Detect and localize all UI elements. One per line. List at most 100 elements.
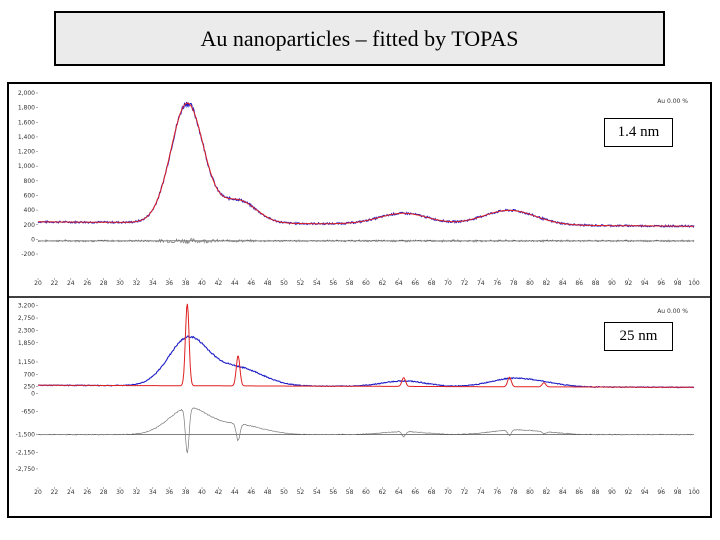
x-tick-label: 68: [428, 280, 436, 287]
x-tick-label: 64: [395, 489, 403, 496]
x-tick-label: 48: [264, 489, 272, 496]
x-tick-label: 90: [608, 489, 616, 496]
x-tick-label: 92: [625, 280, 633, 287]
x-tick-label: 40: [198, 489, 206, 496]
x-tick-label: 52: [297, 280, 305, 287]
legend-entry: Au 0.00 %: [657, 98, 688, 105]
x-tick-label: 36: [165, 489, 173, 496]
x-tick-label: 94: [641, 280, 649, 287]
y-tick-label: 800: [24, 178, 36, 185]
x-tick-label: 98: [674, 280, 682, 287]
x-tick-label: 72: [461, 280, 469, 287]
x-tick-label: 66: [411, 489, 419, 496]
x-tick-label: 20: [34, 280, 42, 287]
x-tick-label: 100: [688, 280, 700, 287]
x-tick-label: 20: [34, 489, 42, 496]
x-tick-label: 86: [575, 489, 583, 496]
x-tick-label: 76: [493, 280, 501, 287]
difference-curve: [37, 237, 695, 245]
x-tick-label: 58: [346, 489, 354, 496]
x-tick-label: 58: [346, 280, 354, 287]
legend-entry: Au 0.00 %: [657, 308, 688, 315]
x-tick-label: 62: [379, 489, 387, 496]
y-tick-label: 3,200: [18, 303, 35, 310]
y-tick-label: 0: [31, 391, 35, 398]
panel-1p4nm: 2,0001,8001,6001,4001,2001,0008006004002…: [18, 90, 700, 287]
y-tick-label: 1,400: [18, 134, 35, 141]
x-tick-label: 48: [264, 280, 272, 287]
x-tick-label: 88: [592, 280, 600, 287]
x-tick-label: 86: [575, 280, 583, 287]
x-tick-label: 24: [67, 280, 75, 287]
y-tick-label: 2,000: [18, 90, 35, 97]
x-tick-label: 54: [313, 280, 321, 287]
x-tick-label: 32: [133, 489, 141, 496]
y-tick-label: 0: [31, 236, 35, 243]
y-tick-label: 200: [24, 222, 36, 229]
x-tick-label: 96: [657, 280, 665, 287]
x-tick-label: 98: [674, 489, 682, 496]
x-tick-label: 50: [280, 489, 288, 496]
x-tick-label: 28: [100, 280, 108, 287]
x-tick-label: 76: [493, 489, 501, 496]
y-tick-label: 1,800: [18, 105, 35, 112]
x-tick-label: 30: [116, 489, 124, 496]
y-tick-label: -2,750: [16, 466, 36, 473]
x-tick-label: 70: [444, 280, 452, 287]
y-tick-label: 1,600: [18, 119, 35, 126]
difference-curve: [37, 407, 695, 454]
y-tick-label: 600: [24, 192, 36, 199]
y-tick-label: 2,750: [18, 315, 35, 322]
y-tick-label: -650: [21, 408, 35, 415]
x-tick-label: 66: [411, 280, 419, 287]
x-tick-label: 80: [526, 489, 534, 496]
x-tick-label: 62: [379, 280, 387, 287]
x-tick-label: 22: [51, 280, 59, 287]
x-tick-label: 50: [280, 280, 288, 287]
y-tick-label: 1,200: [18, 149, 35, 156]
x-tick-label: 30: [116, 280, 124, 287]
observed-curve: [37, 335, 695, 389]
x-tick-label: 44: [231, 280, 239, 287]
x-tick-label: 88: [592, 489, 600, 496]
x-tick-label: 94: [641, 489, 649, 496]
title-box: Au nanoparticles – fitted by TOPAS: [54, 11, 665, 66]
x-tick-label: 54: [313, 489, 321, 496]
x-tick-label: 72: [461, 489, 469, 496]
y-tick-label: 700: [24, 371, 36, 378]
x-tick-label: 56: [329, 489, 337, 496]
chart-frame: [7, 82, 712, 518]
x-tick-label: 90: [608, 280, 616, 287]
x-tick-label: 82: [543, 280, 551, 287]
x-tick-label: 44: [231, 489, 239, 496]
x-tick-label: 78: [510, 280, 518, 287]
y-tick-label: -200: [21, 251, 35, 258]
x-tick-label: 38: [182, 280, 190, 287]
x-tick-label: 46: [247, 489, 255, 496]
x-tick-label: 24: [67, 489, 75, 496]
size-label-1p4nm: 1.4 nm: [604, 118, 673, 147]
x-tick-label: 82: [543, 489, 551, 496]
observed-curve: [37, 101, 695, 229]
x-tick-label: 60: [362, 280, 370, 287]
x-tick-label: 78: [510, 489, 518, 496]
x-tick-label: 26: [83, 489, 91, 496]
x-tick-label: 60: [362, 489, 370, 496]
x-tick-label: 28: [100, 489, 108, 496]
y-tick-label: 250: [24, 384, 36, 391]
x-tick-label: 100: [688, 489, 700, 496]
y-tick-label: -2,150: [16, 449, 36, 456]
calculated-curve: [38, 303, 694, 388]
y-tick-label: 1,000: [18, 163, 35, 170]
x-tick-label: 64: [395, 280, 403, 287]
x-tick-label: 92: [625, 489, 633, 496]
y-tick-label: 2,300: [18, 327, 35, 334]
x-tick-label: 74: [477, 280, 485, 287]
x-tick-label: 34: [149, 280, 157, 287]
x-tick-label: 40: [198, 280, 206, 287]
x-tick-label: 68: [428, 489, 436, 496]
x-tick-label: 74: [477, 489, 485, 496]
x-tick-label: 52: [297, 489, 305, 496]
